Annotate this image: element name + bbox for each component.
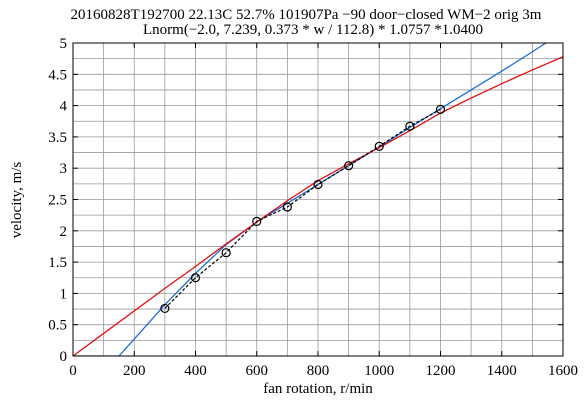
- y-tick-label: 1.5: [48, 255, 67, 271]
- x-tick-label: 800: [307, 363, 330, 379]
- data-point-marker: [313, 179, 323, 190]
- series-layer: [73, 43, 563, 356]
- y-tick-label: 2: [60, 224, 68, 240]
- data-point-marker: [435, 104, 446, 114]
- data-point-marker: [252, 216, 262, 227]
- y-tick-label: 5: [60, 36, 68, 52]
- y-tick-label: 0.5: [48, 318, 67, 334]
- x-tick-label: 1200: [426, 363, 456, 379]
- y-tick-label: 3: [60, 161, 68, 177]
- ticks: 0 200 400 600 800 1000 1200 1400 1600 0 0.5 1 1.5 2 2.…: [48, 36, 578, 379]
- chart-title-line-2: Lnorm(−2.0, 7.239, 0.373 * w / 112.8) * …: [143, 22, 483, 38]
- y-tick-label: 4: [60, 99, 68, 115]
- x-tick-label: 0: [69, 363, 77, 379]
- x-tick-label: 200: [123, 363, 146, 379]
- x-tick-label: 1000: [364, 363, 394, 379]
- data-point-marker: [160, 303, 170, 314]
- series-line: [164, 108, 441, 309]
- x-tick-label: 1400: [487, 363, 517, 379]
- series-2: [160, 104, 446, 314]
- y-tick-label: 2.5: [48, 193, 67, 209]
- y-axis-label: velocity, m/s: [9, 162, 25, 239]
- y-tick-label: 3.5: [48, 130, 67, 146]
- y-tick-label: 0: [60, 349, 68, 365]
- data-point-marker: [405, 121, 415, 131]
- data-point-marker: [344, 161, 354, 171]
- data-point-marker: [374, 141, 384, 151]
- data-point-marker: [282, 202, 292, 212]
- data-point-marker: [190, 273, 201, 283]
- y-tick-label: 4.5: [48, 67, 67, 83]
- y-tick-label: 1: [60, 286, 68, 302]
- x-axis-label: fan rotation, r/min: [263, 381, 373, 397]
- data-point-marker: [221, 248, 231, 258]
- chart-title-line-1: 20160828T192700 22.13C 52.7% 101907Pa −9…: [71, 7, 542, 23]
- x-tick-label: 400: [184, 363, 207, 379]
- x-tick-label: 1600: [548, 363, 578, 379]
- x-tick-label: 600: [246, 363, 269, 379]
